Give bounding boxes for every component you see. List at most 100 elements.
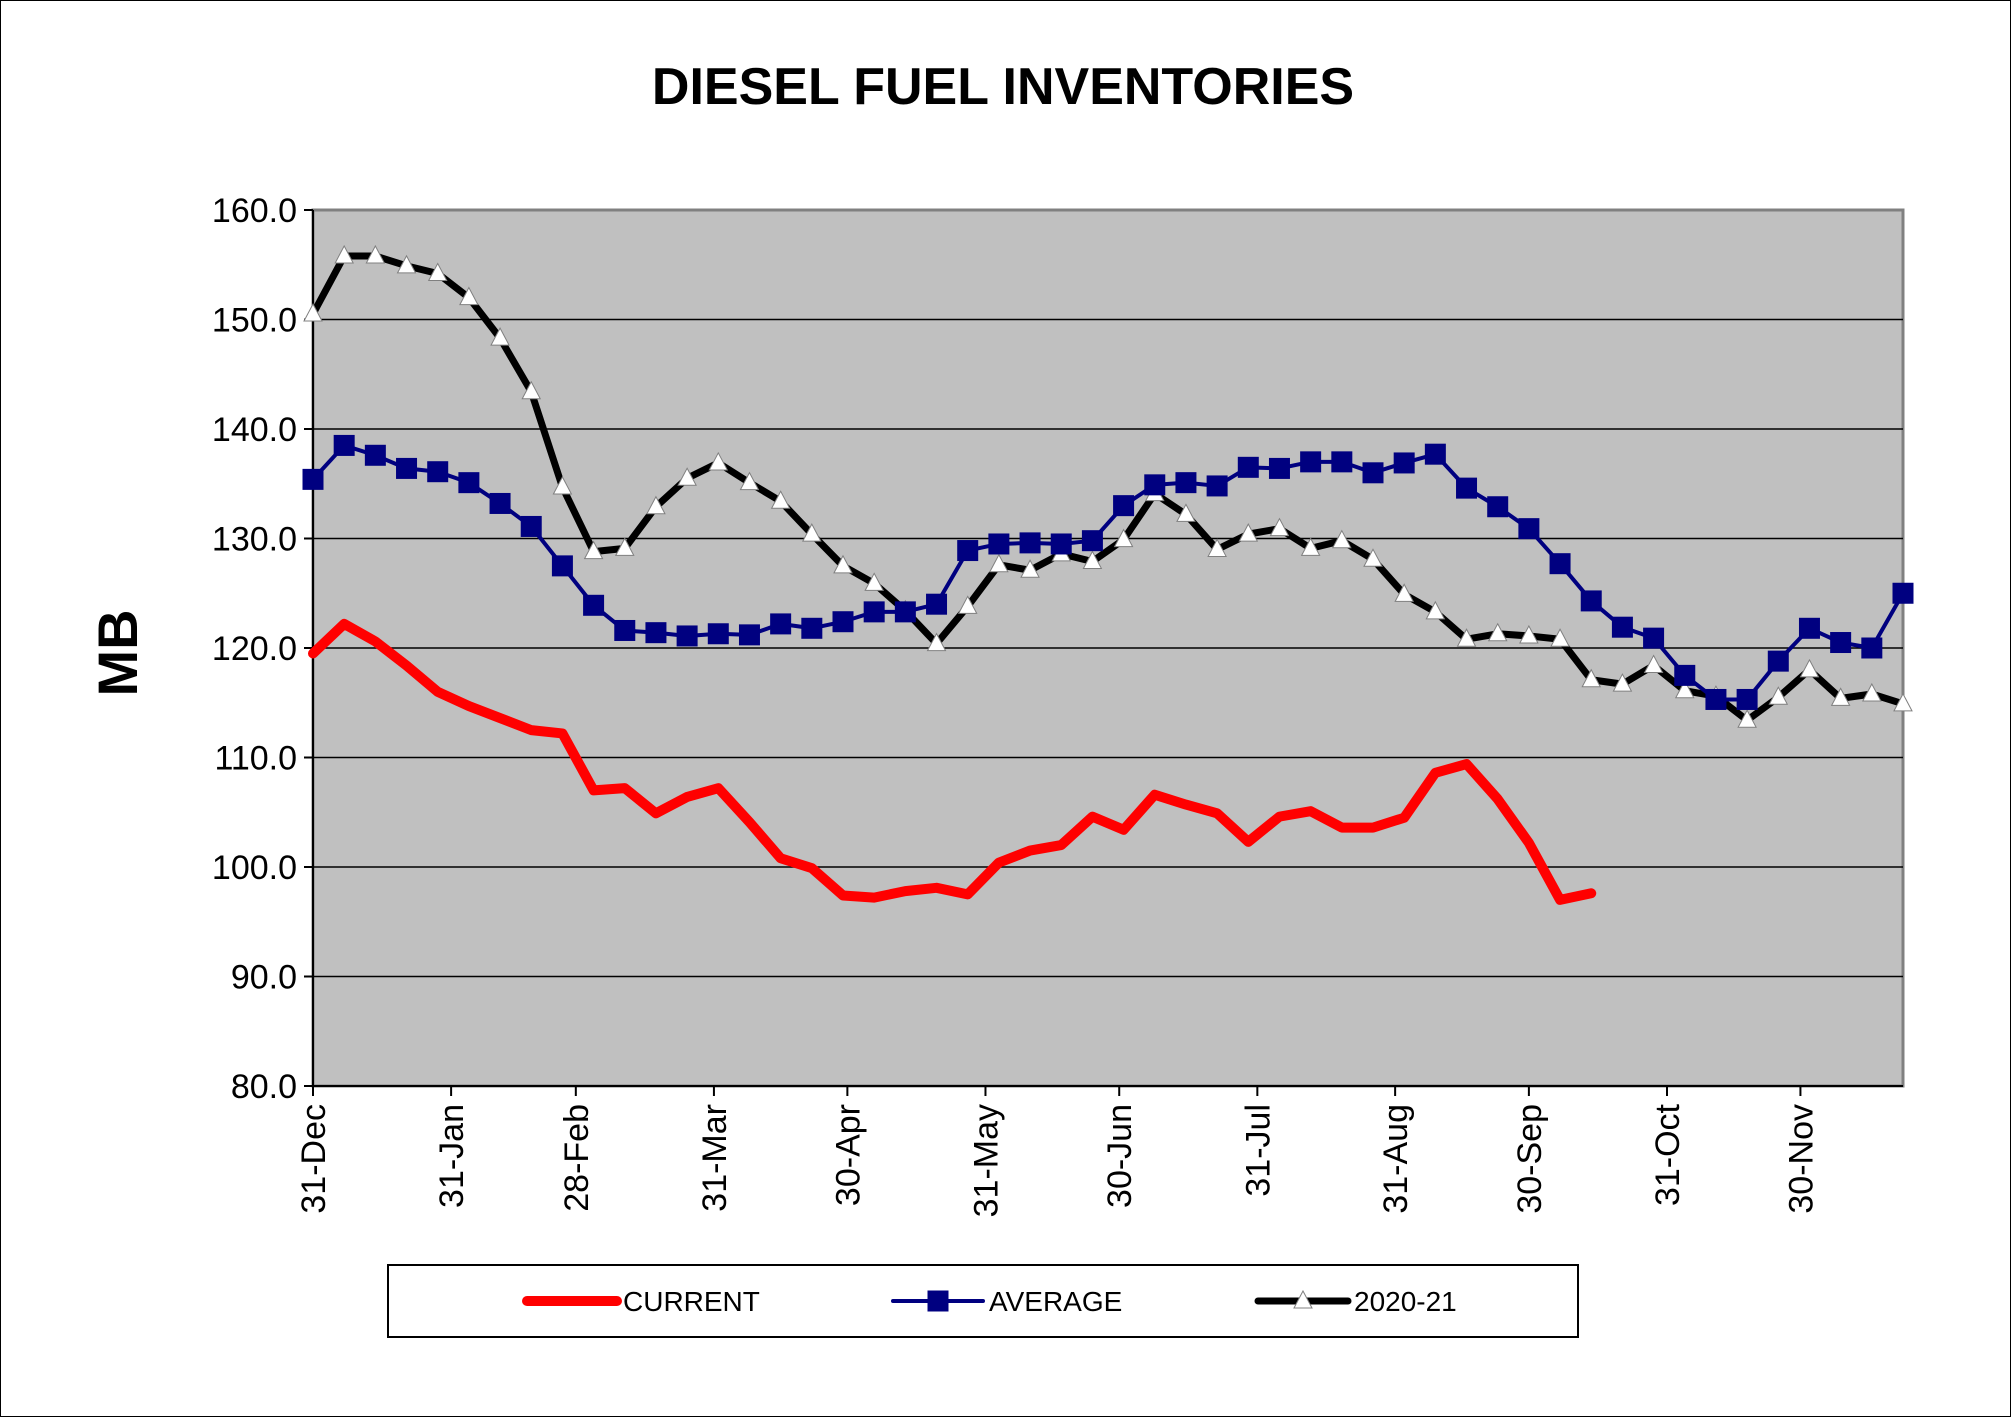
y-tick-label: 160.0 xyxy=(212,192,297,230)
data-point-2020-21 xyxy=(677,467,697,486)
data-point-average xyxy=(1674,664,1696,686)
data-point-average xyxy=(1362,462,1384,484)
data-point-average xyxy=(1892,582,1914,604)
data-point-average xyxy=(427,461,449,483)
data-point-2020-21 xyxy=(1861,682,1882,702)
data-point-average xyxy=(1175,472,1197,494)
data-point-average xyxy=(676,625,698,647)
data-point-average xyxy=(1300,451,1322,473)
data-point-average xyxy=(458,472,480,494)
data-point-2020-21 xyxy=(427,262,448,282)
data-point-2020-21 xyxy=(1394,583,1415,602)
data-point-2020-21 xyxy=(1113,528,1134,548)
data-point-average xyxy=(489,492,511,514)
legend: CURRENT AVERAGE 2020-21 xyxy=(387,1264,1579,1338)
data-point-average xyxy=(396,457,418,479)
data-point-average xyxy=(894,601,916,623)
data-point-average xyxy=(1705,688,1727,710)
series-line xyxy=(308,618,1597,905)
x-tick-label: 30-Sep xyxy=(1511,1104,1549,1214)
data-point-2020-21 xyxy=(1893,692,1913,712)
x-tick-label: 28-Feb xyxy=(558,1104,596,1212)
data-point-average xyxy=(1767,650,1789,672)
data-point-average xyxy=(1081,530,1103,552)
x-tick-label: 31-May xyxy=(967,1104,1005,1217)
data-point-average xyxy=(1050,533,1072,555)
data-point-average xyxy=(927,1290,949,1312)
data-point-2020-21 xyxy=(1176,503,1196,522)
data-point-2020-21 xyxy=(1830,687,1851,706)
data-point-2020-21 xyxy=(334,244,355,264)
y-axis-label: MB xyxy=(86,609,149,696)
data-point-average xyxy=(832,611,854,633)
x-tick-label: 30-Nov xyxy=(1782,1104,1820,1214)
series-line xyxy=(309,252,1907,724)
legend-item-current: CURRENT xyxy=(522,1286,760,1317)
data-point-average xyxy=(801,617,823,639)
data-point-average xyxy=(1830,632,1852,654)
data-point-2020-21 xyxy=(552,475,573,495)
data-point-average xyxy=(1456,477,1478,499)
data-point-2020-21 xyxy=(1300,537,1321,556)
y-tick-label: 90.0 xyxy=(231,959,297,997)
data-point-average xyxy=(1487,496,1509,518)
data-point-2020-21 xyxy=(708,451,729,471)
data-point-average xyxy=(1736,688,1758,710)
data-point-2020-21 xyxy=(646,495,666,515)
y-tick-label: 110.0 xyxy=(214,740,297,778)
data-point-2020-21 xyxy=(1799,658,1820,678)
legend-label: CURRENT xyxy=(623,1286,760,1317)
data-point-average xyxy=(926,593,948,615)
x-tick-label: 31-Mar xyxy=(696,1104,734,1212)
data-point-2020-21 xyxy=(583,540,604,560)
data-point-2020-21 xyxy=(1293,1289,1313,1309)
data-point-2020-21 xyxy=(770,490,791,509)
y-tick-label: 150.0 xyxy=(212,302,297,340)
data-point-2020-21 xyxy=(926,632,947,652)
data-point-2020-21 xyxy=(1456,628,1477,647)
legend-item-2020-21: 2020-21 xyxy=(1254,1286,1457,1317)
data-point-2020-21 xyxy=(1238,523,1259,542)
data-point-2020-21 xyxy=(739,471,760,491)
data-point-2020-21 xyxy=(396,254,417,274)
data-point-average xyxy=(1424,443,1446,465)
chart-title: DIESEL FUEL INVENTORIES xyxy=(652,58,1354,116)
data-point-2020-21 xyxy=(490,327,510,346)
data-point-2020-21 xyxy=(1550,628,1570,647)
series-layer xyxy=(302,244,1914,905)
series-line xyxy=(311,443,1905,702)
legend-label: AVERAGE xyxy=(989,1286,1122,1317)
legend-item-average: AVERAGE xyxy=(891,1286,1122,1317)
data-point-2020-21 xyxy=(1674,679,1695,699)
y-tick-label: 120.0 xyxy=(212,630,297,668)
data-point-2020-21 xyxy=(521,380,542,400)
x-tick-label: 31-Jul xyxy=(1239,1104,1277,1197)
data-point-average xyxy=(583,594,605,616)
data-point-average xyxy=(988,533,1010,555)
x-tick-label: 31-Aug xyxy=(1377,1104,1415,1214)
data-point-average xyxy=(1798,617,1820,639)
y-tick-label: 80.0 xyxy=(231,1068,297,1106)
y-tick-label: 140.0 xyxy=(212,411,297,449)
data-point-2020-21 xyxy=(1737,709,1757,728)
data-point-2020-21 xyxy=(303,302,323,322)
data-point-2020-21 xyxy=(1331,529,1352,549)
legend-label: 2020-21 xyxy=(1354,1286,1457,1317)
series-current xyxy=(308,618,1597,905)
data-point-2020-21 xyxy=(957,595,978,614)
data-point-average xyxy=(1643,627,1665,649)
data-point-average xyxy=(333,434,355,456)
data-point-2020-21 xyxy=(1020,559,1040,578)
data-point-2020-21 xyxy=(614,537,635,556)
data-point-average xyxy=(1393,452,1415,474)
data-point-2020-21 xyxy=(365,244,386,264)
data-point-average xyxy=(1580,590,1602,612)
data-point-average xyxy=(1861,637,1883,659)
data-point-2020-21 xyxy=(459,286,479,306)
x-tick-label: 30-Jun xyxy=(1101,1104,1139,1208)
data-point-average xyxy=(1611,616,1633,638)
data-point-2020-21 xyxy=(1487,622,1508,642)
data-point-2020-21 xyxy=(1612,673,1633,692)
data-point-average xyxy=(707,623,729,645)
data-point-2020-21 xyxy=(1269,517,1290,537)
